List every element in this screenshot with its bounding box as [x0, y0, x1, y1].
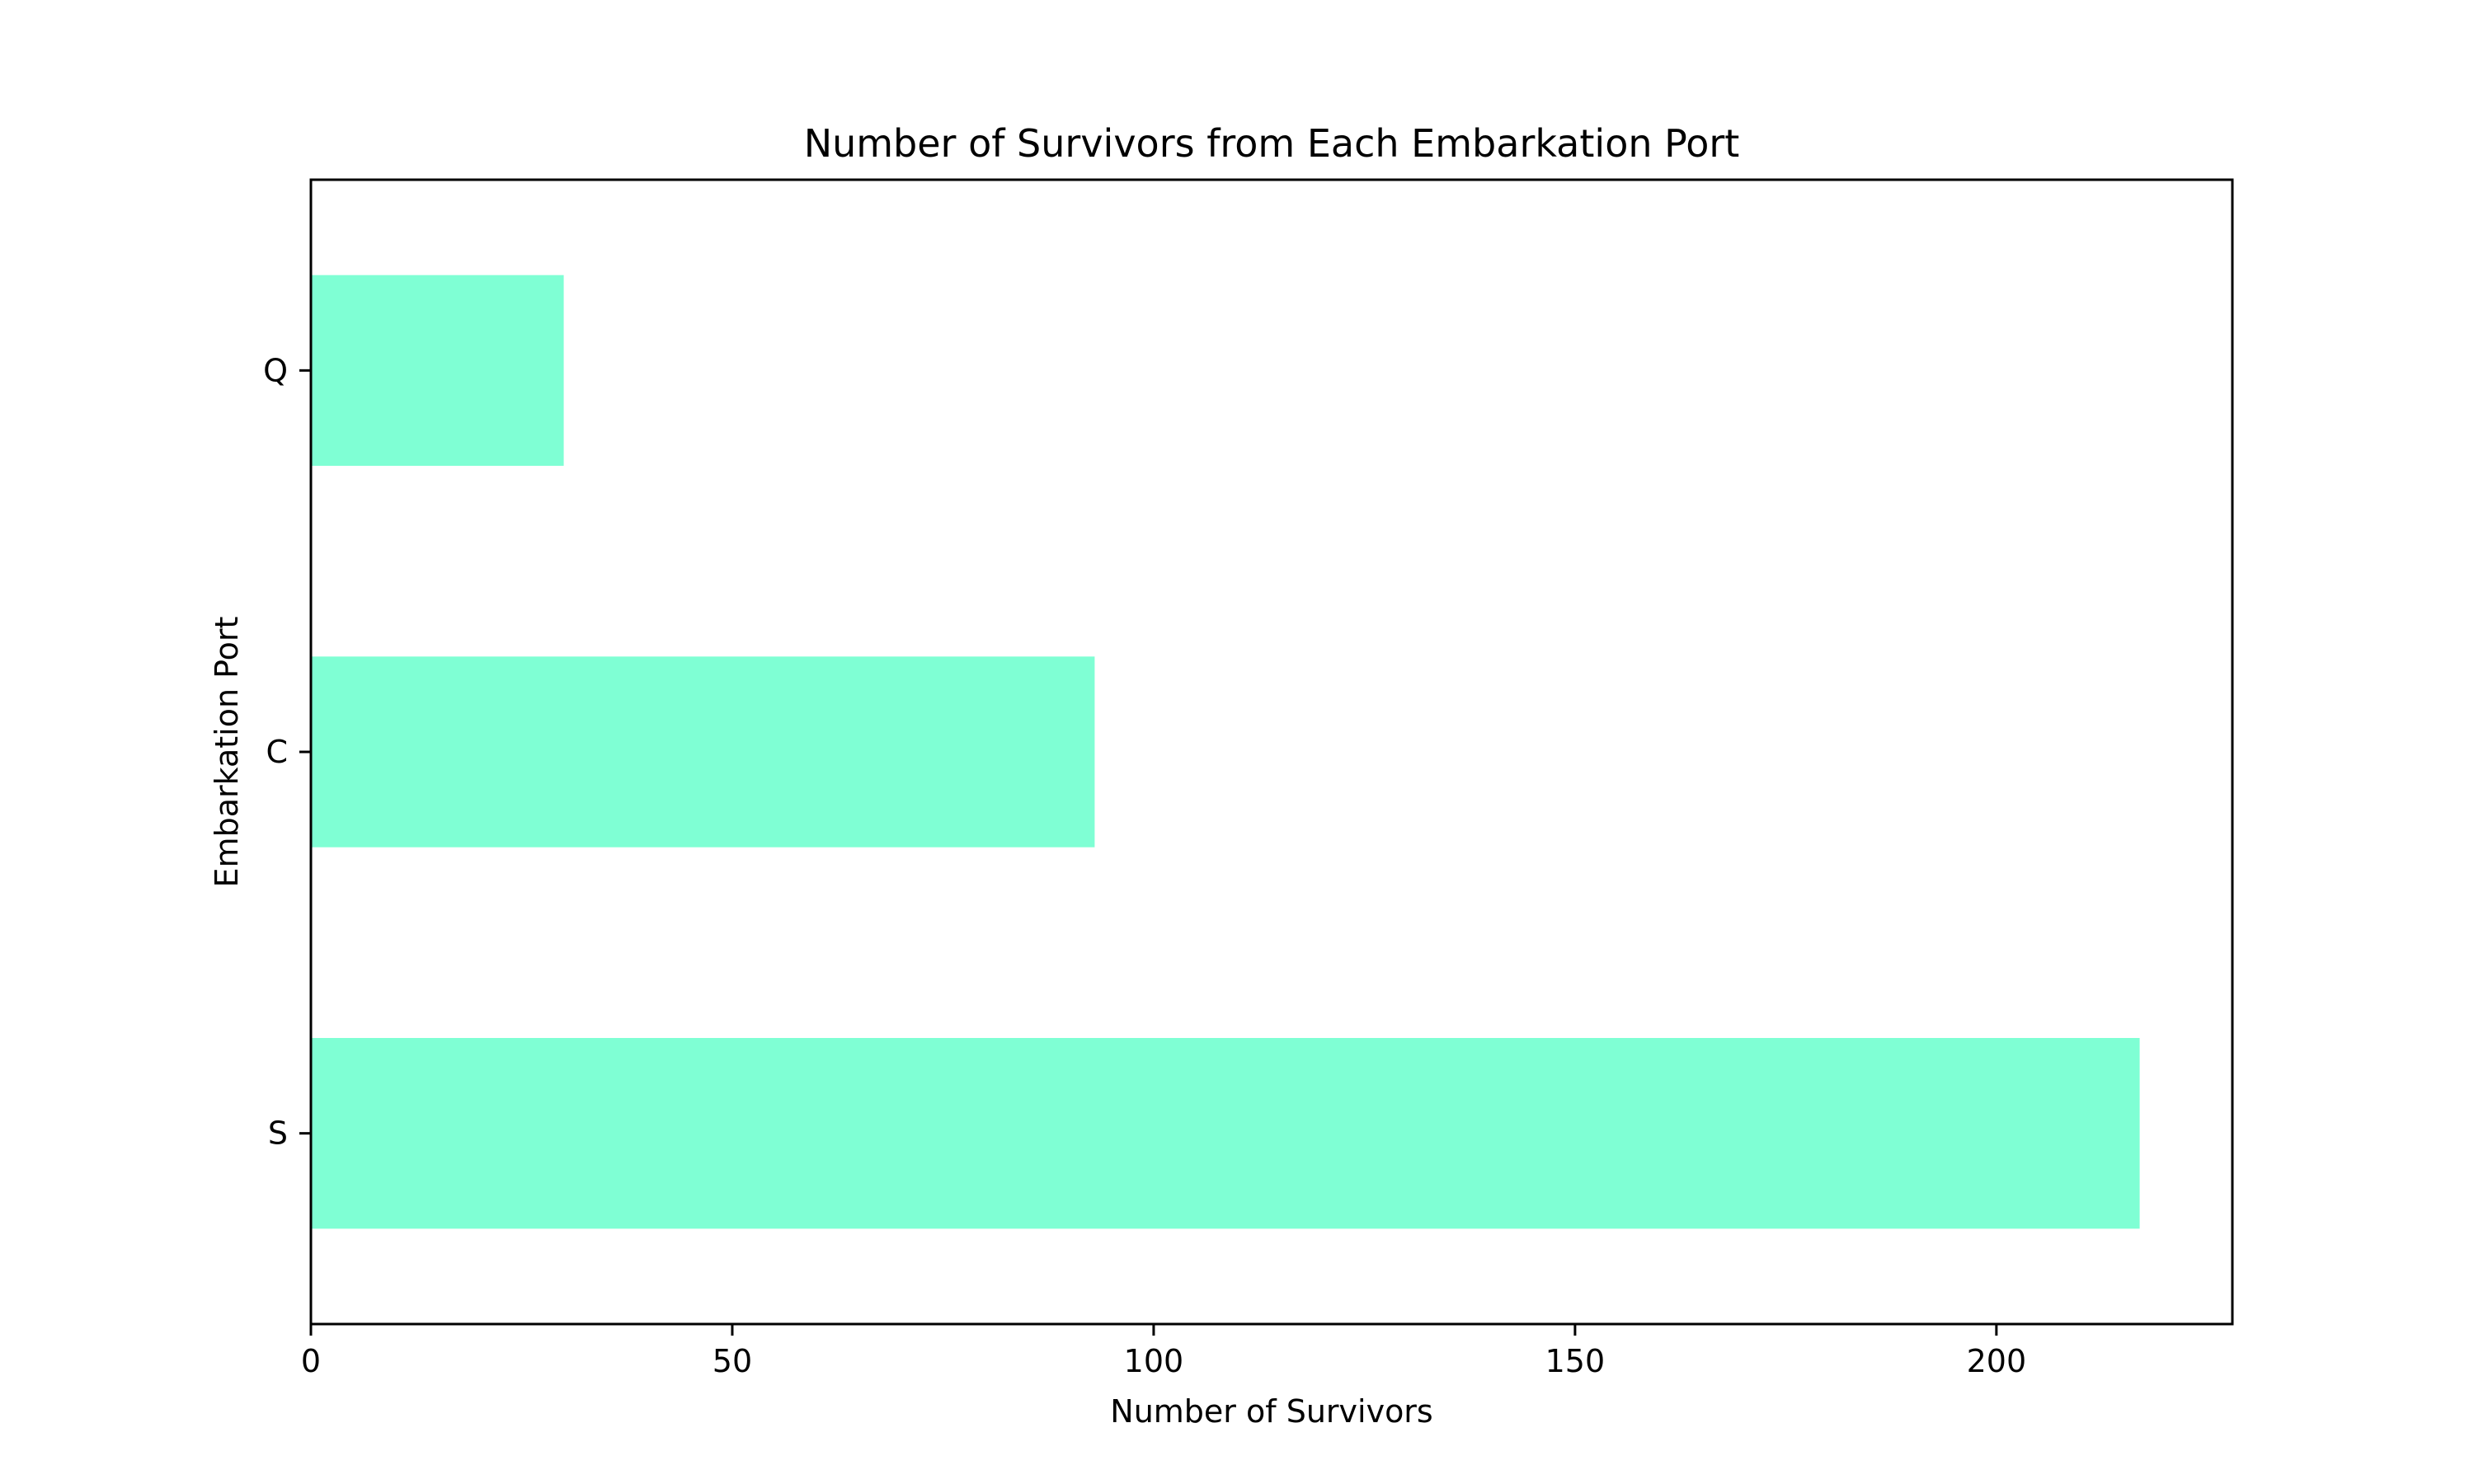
x-tick-label: 0	[301, 1343, 321, 1379]
x-tick-label: 50	[713, 1343, 752, 1379]
x-tick-label: 200	[1967, 1343, 2027, 1379]
bar-S	[311, 1038, 2140, 1229]
bars-layer	[311, 275, 2140, 1229]
bar-C	[311, 656, 1095, 848]
plot-area-frame	[309, 178, 2234, 1326]
y-axis-label: Embarkation Port	[209, 617, 245, 888]
y-tick-label: C	[266, 734, 288, 770]
x-tick-label: 100	[1124, 1343, 1184, 1379]
x-tick-label: 150	[1545, 1343, 1606, 1379]
ticks-layer: S C Q 0 50 100 150 200	[263, 352, 2026, 1379]
y-tick-label: Q	[263, 352, 288, 388]
x-axis-label: Number of Survivors	[1110, 1393, 1432, 1430]
chart-title: Number of Survivors from Each Embarkatio…	[804, 121, 1740, 166]
y-tick-label: S	[268, 1115, 288, 1152]
bar-Q	[311, 275, 564, 466]
